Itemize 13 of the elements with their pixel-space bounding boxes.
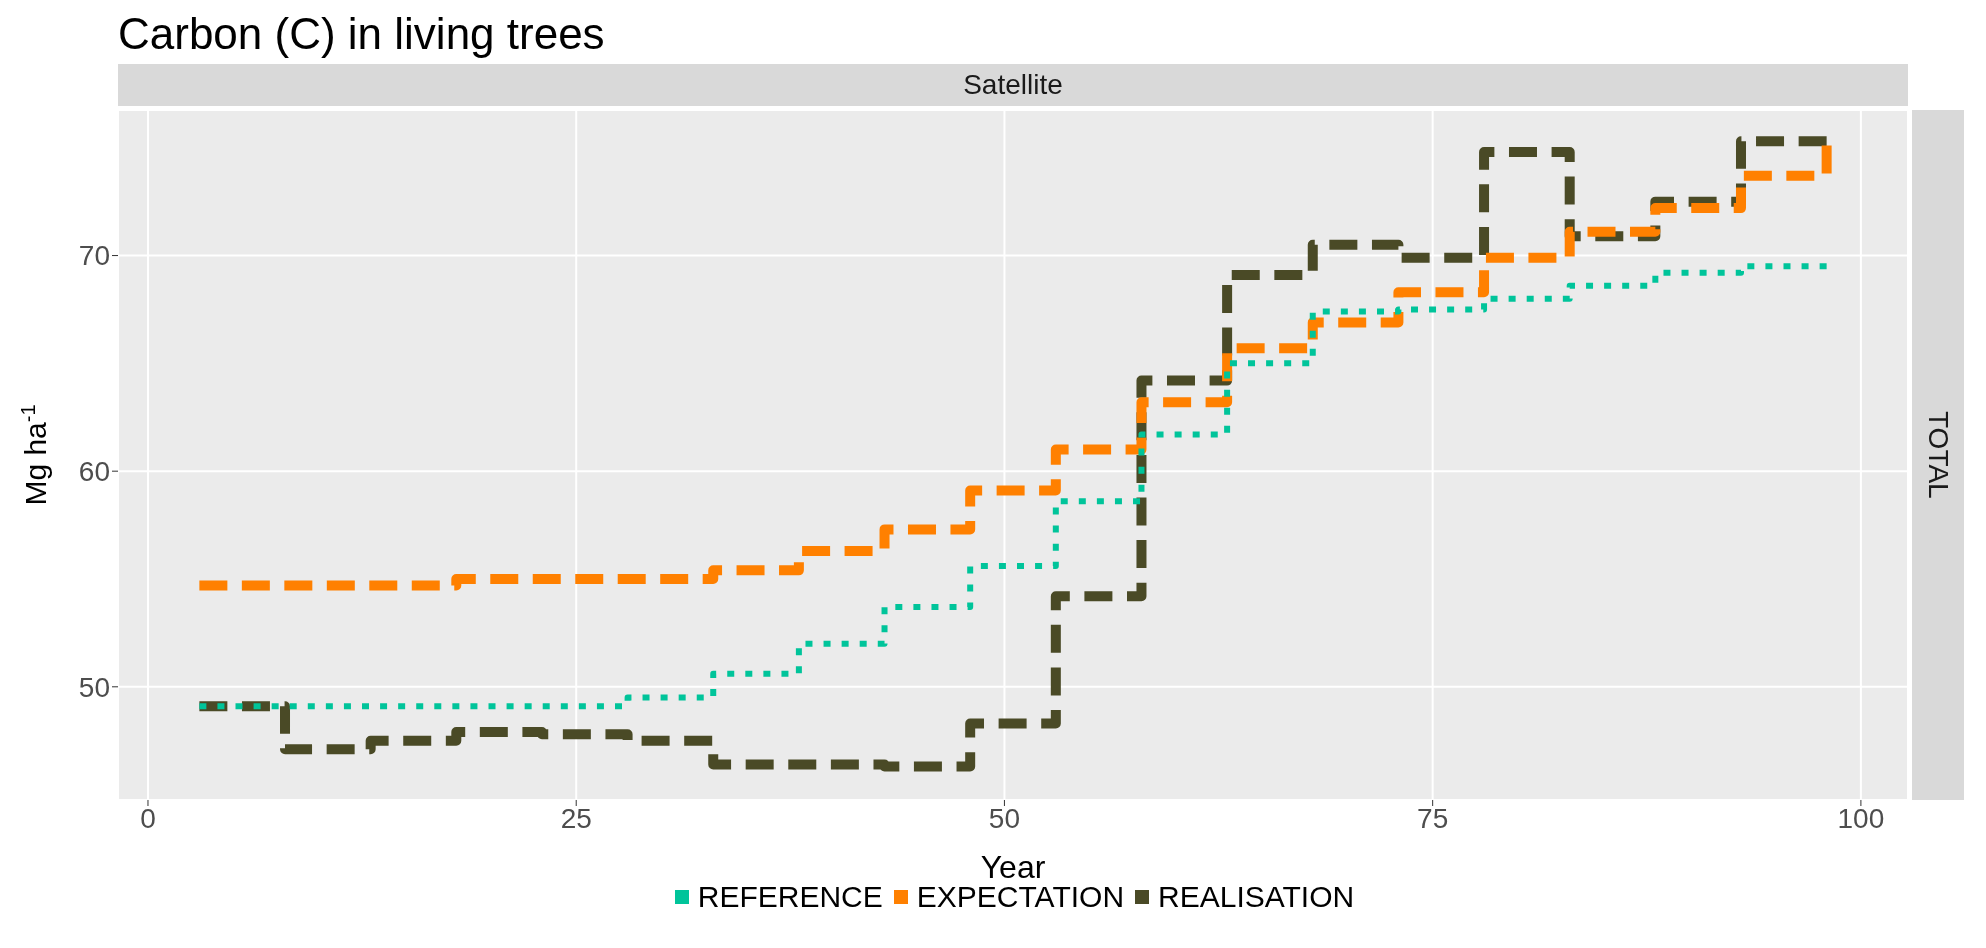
x-tick-label: 0 (140, 802, 156, 834)
text: TOTAL (1922, 411, 1954, 499)
x-tick-label: 75 (1417, 802, 1449, 834)
chart-title: Carbon (C) in living trees (118, 8, 606, 60)
y-tick-label: 60 (78, 456, 110, 488)
x-tick-label: 50 (988, 802, 1021, 834)
legend-label: REFERENCE (697, 880, 883, 914)
x-tick-label: 25 (560, 802, 592, 834)
legend-label: REALISATION (1158, 880, 1355, 914)
y-tick-label: 70 (78, 240, 110, 272)
x-tick-label: 100 (1837, 802, 1885, 834)
text: Satellite (118, 64, 1908, 106)
y-tick-label: 50 (78, 671, 110, 703)
